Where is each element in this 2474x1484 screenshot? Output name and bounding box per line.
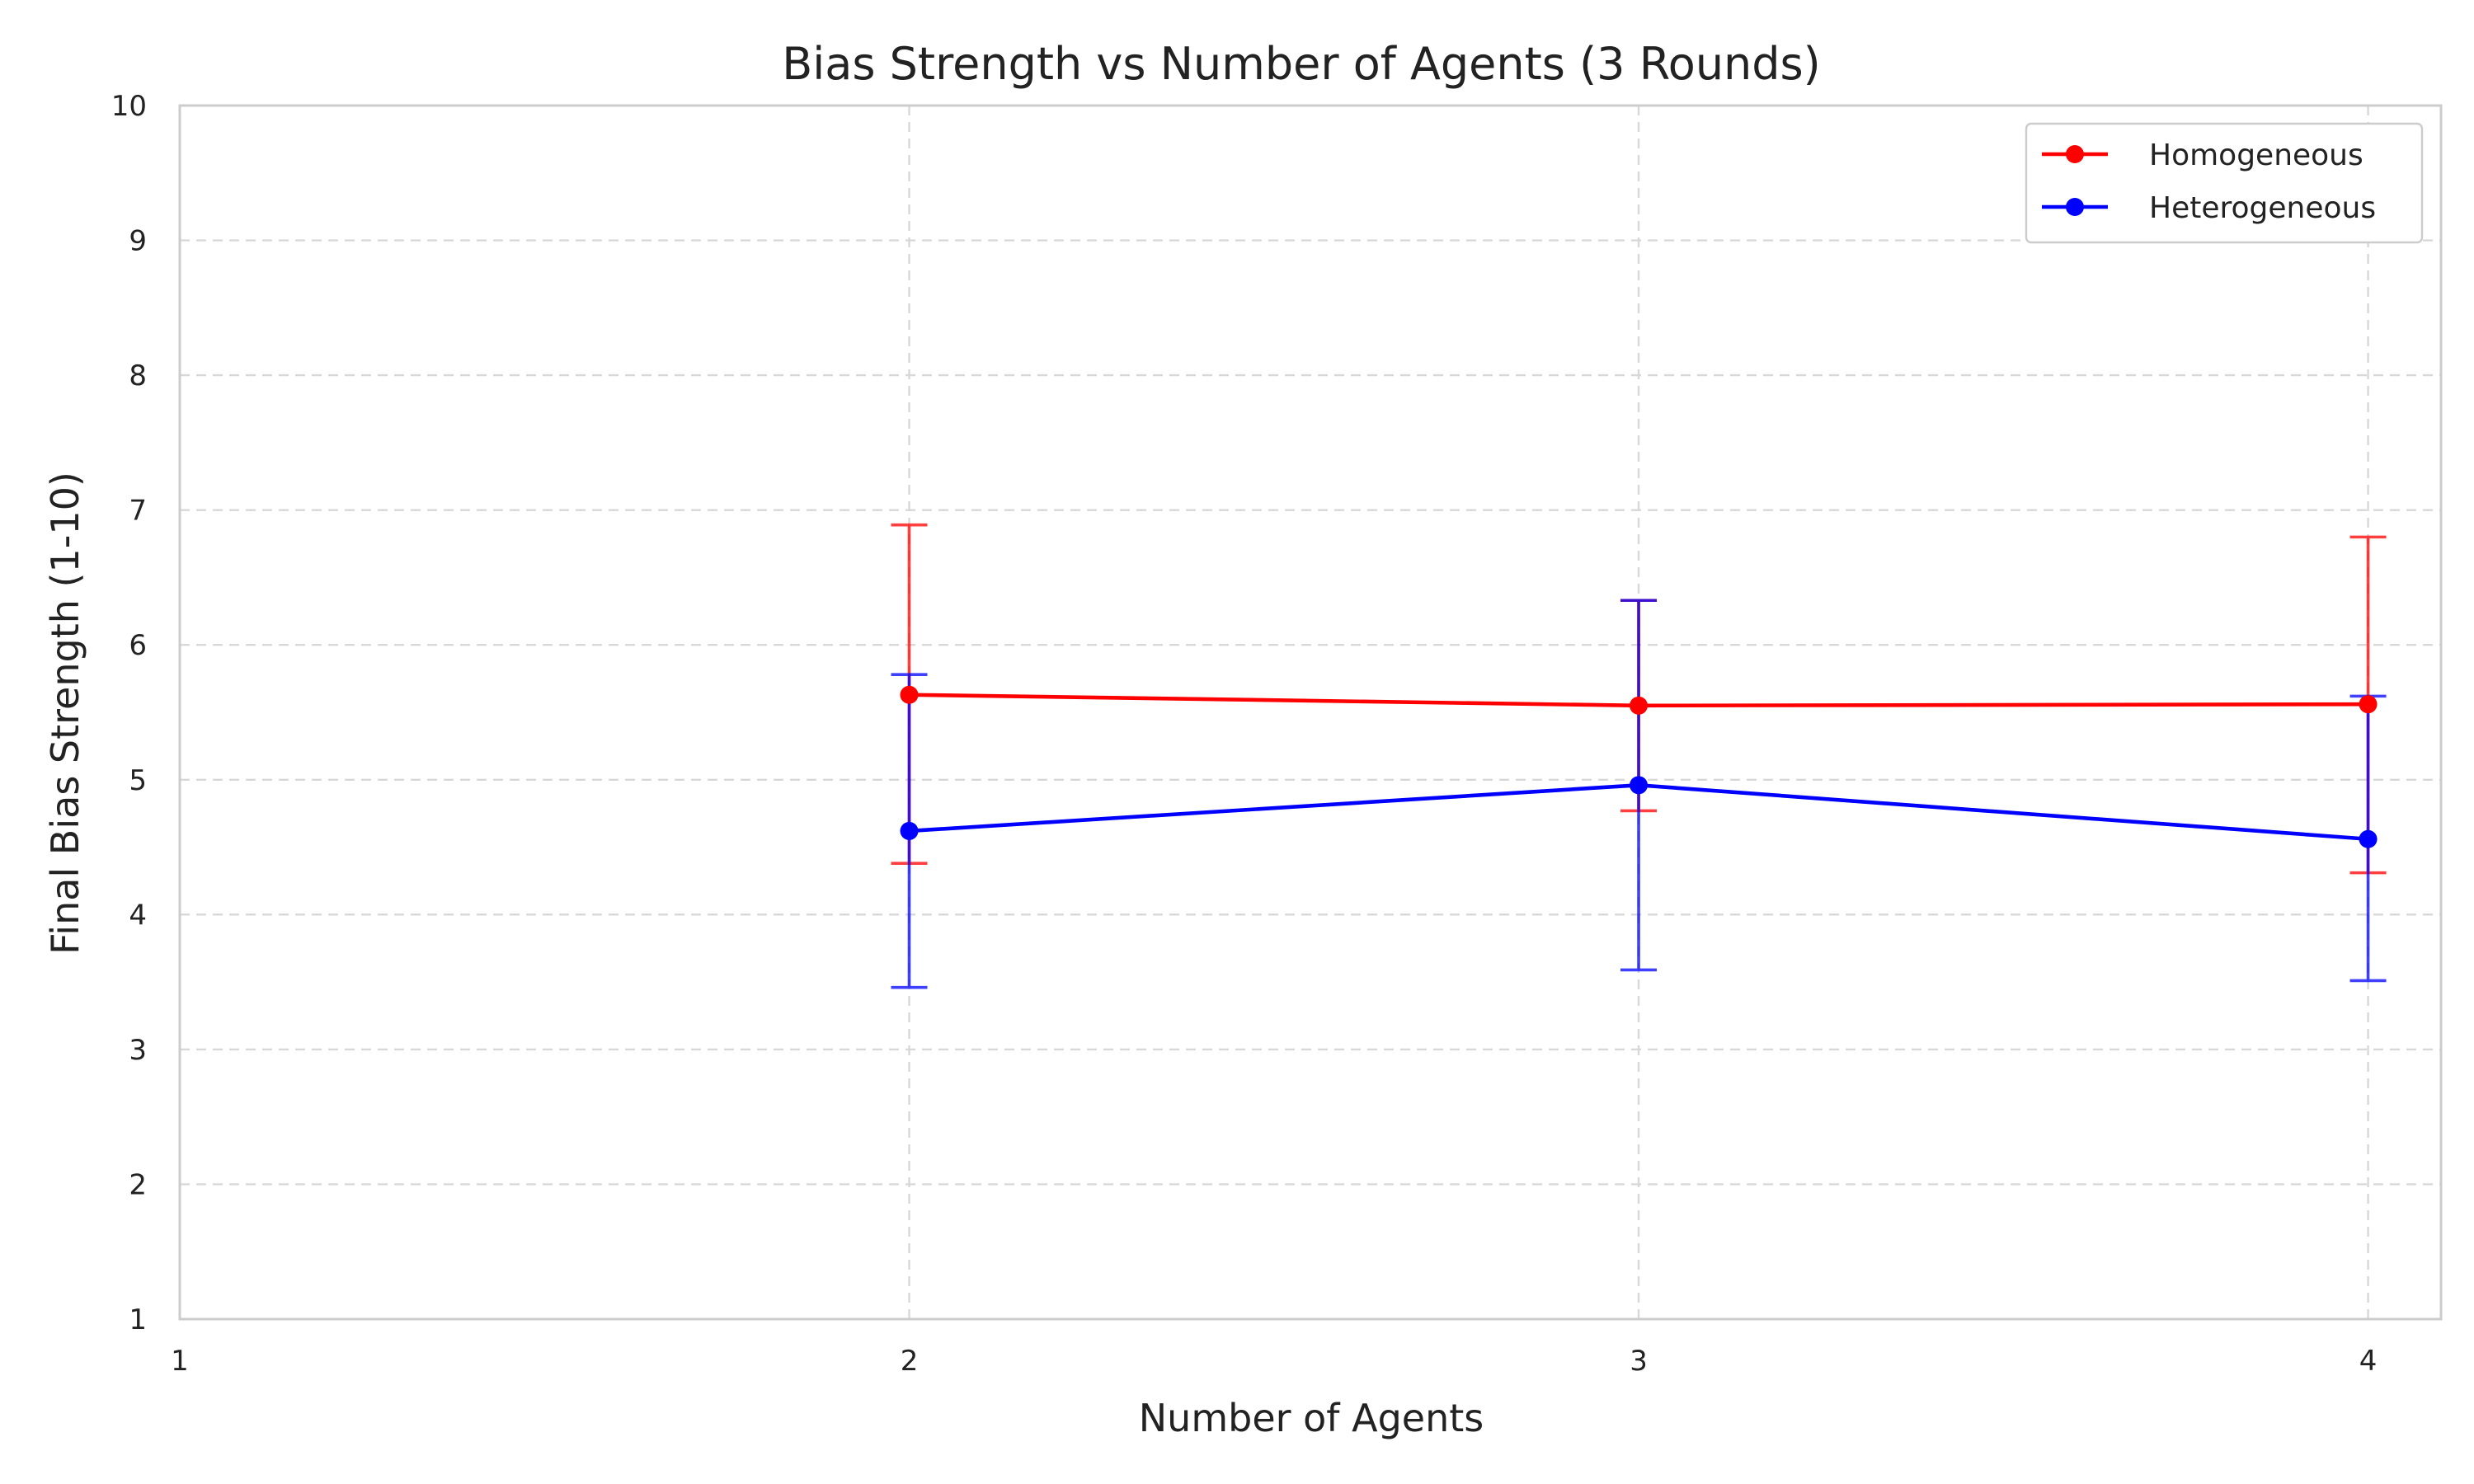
x-axis-label: Number of Agents	[1139, 1396, 1484, 1440]
y-tick-label: 5	[129, 764, 147, 797]
grid	[178, 104, 2441, 1321]
x-tick-label: 1	[171, 1345, 189, 1378]
y-tick-label: 10	[111, 90, 147, 123]
chart-title: Bias Strength vs Number of Agents (3 Rou…	[782, 38, 1821, 90]
x-tick-label: 3	[1630, 1345, 1648, 1378]
y-tick-label: 1	[129, 1303, 147, 1336]
y-tick-label: 3	[129, 1034, 147, 1067]
legend-item-heterogeneous: Heterogeneous	[2042, 191, 2376, 225]
legend: Homogeneous Heterogeneous	[2025, 122, 2424, 244]
y-tick-label: 7	[129, 495, 147, 528]
x-tick-label: 2	[901, 1345, 919, 1378]
y-axis-label: Final Bias Strength (1-10)	[43, 472, 87, 955]
legend-label: Heterogeneous	[2149, 191, 2376, 225]
legend-swatch-marker	[2066, 145, 2084, 163]
homogeneous-data-point	[900, 685, 919, 704]
heterogeneous-data-point	[1630, 776, 1649, 795]
y-axis-ticks: 1 2 3 4 5 6 7 8 9 10	[111, 90, 147, 1336]
y-tick-label: 6	[129, 629, 147, 662]
legend-swatch-marker	[2066, 198, 2084, 216]
plot-area-frame	[178, 104, 2443, 1321]
legend-label: Homogeneous	[2149, 139, 2363, 172]
error-bars	[891, 523, 2387, 989]
heterogeneous-data-point	[900, 821, 919, 840]
y-tick-label: 9	[129, 225, 147, 258]
homogeneous-data-point	[2359, 695, 2378, 714]
homogeneous-data-point	[1630, 696, 1649, 715]
heterogeneous-data-point	[2359, 829, 2378, 848]
x-axis-ticks: 1 2 3 4	[171, 1345, 2377, 1378]
y-tick-label: 2	[129, 1168, 147, 1201]
x-tick-label: 4	[2359, 1345, 2378, 1378]
legend-item-homogeneous: Homogeneous	[2042, 139, 2363, 172]
y-tick-label: 4	[129, 899, 147, 932]
legend-box	[2025, 122, 2424, 244]
series-markers	[900, 685, 2378, 848]
y-tick-label: 8	[129, 359, 147, 392]
